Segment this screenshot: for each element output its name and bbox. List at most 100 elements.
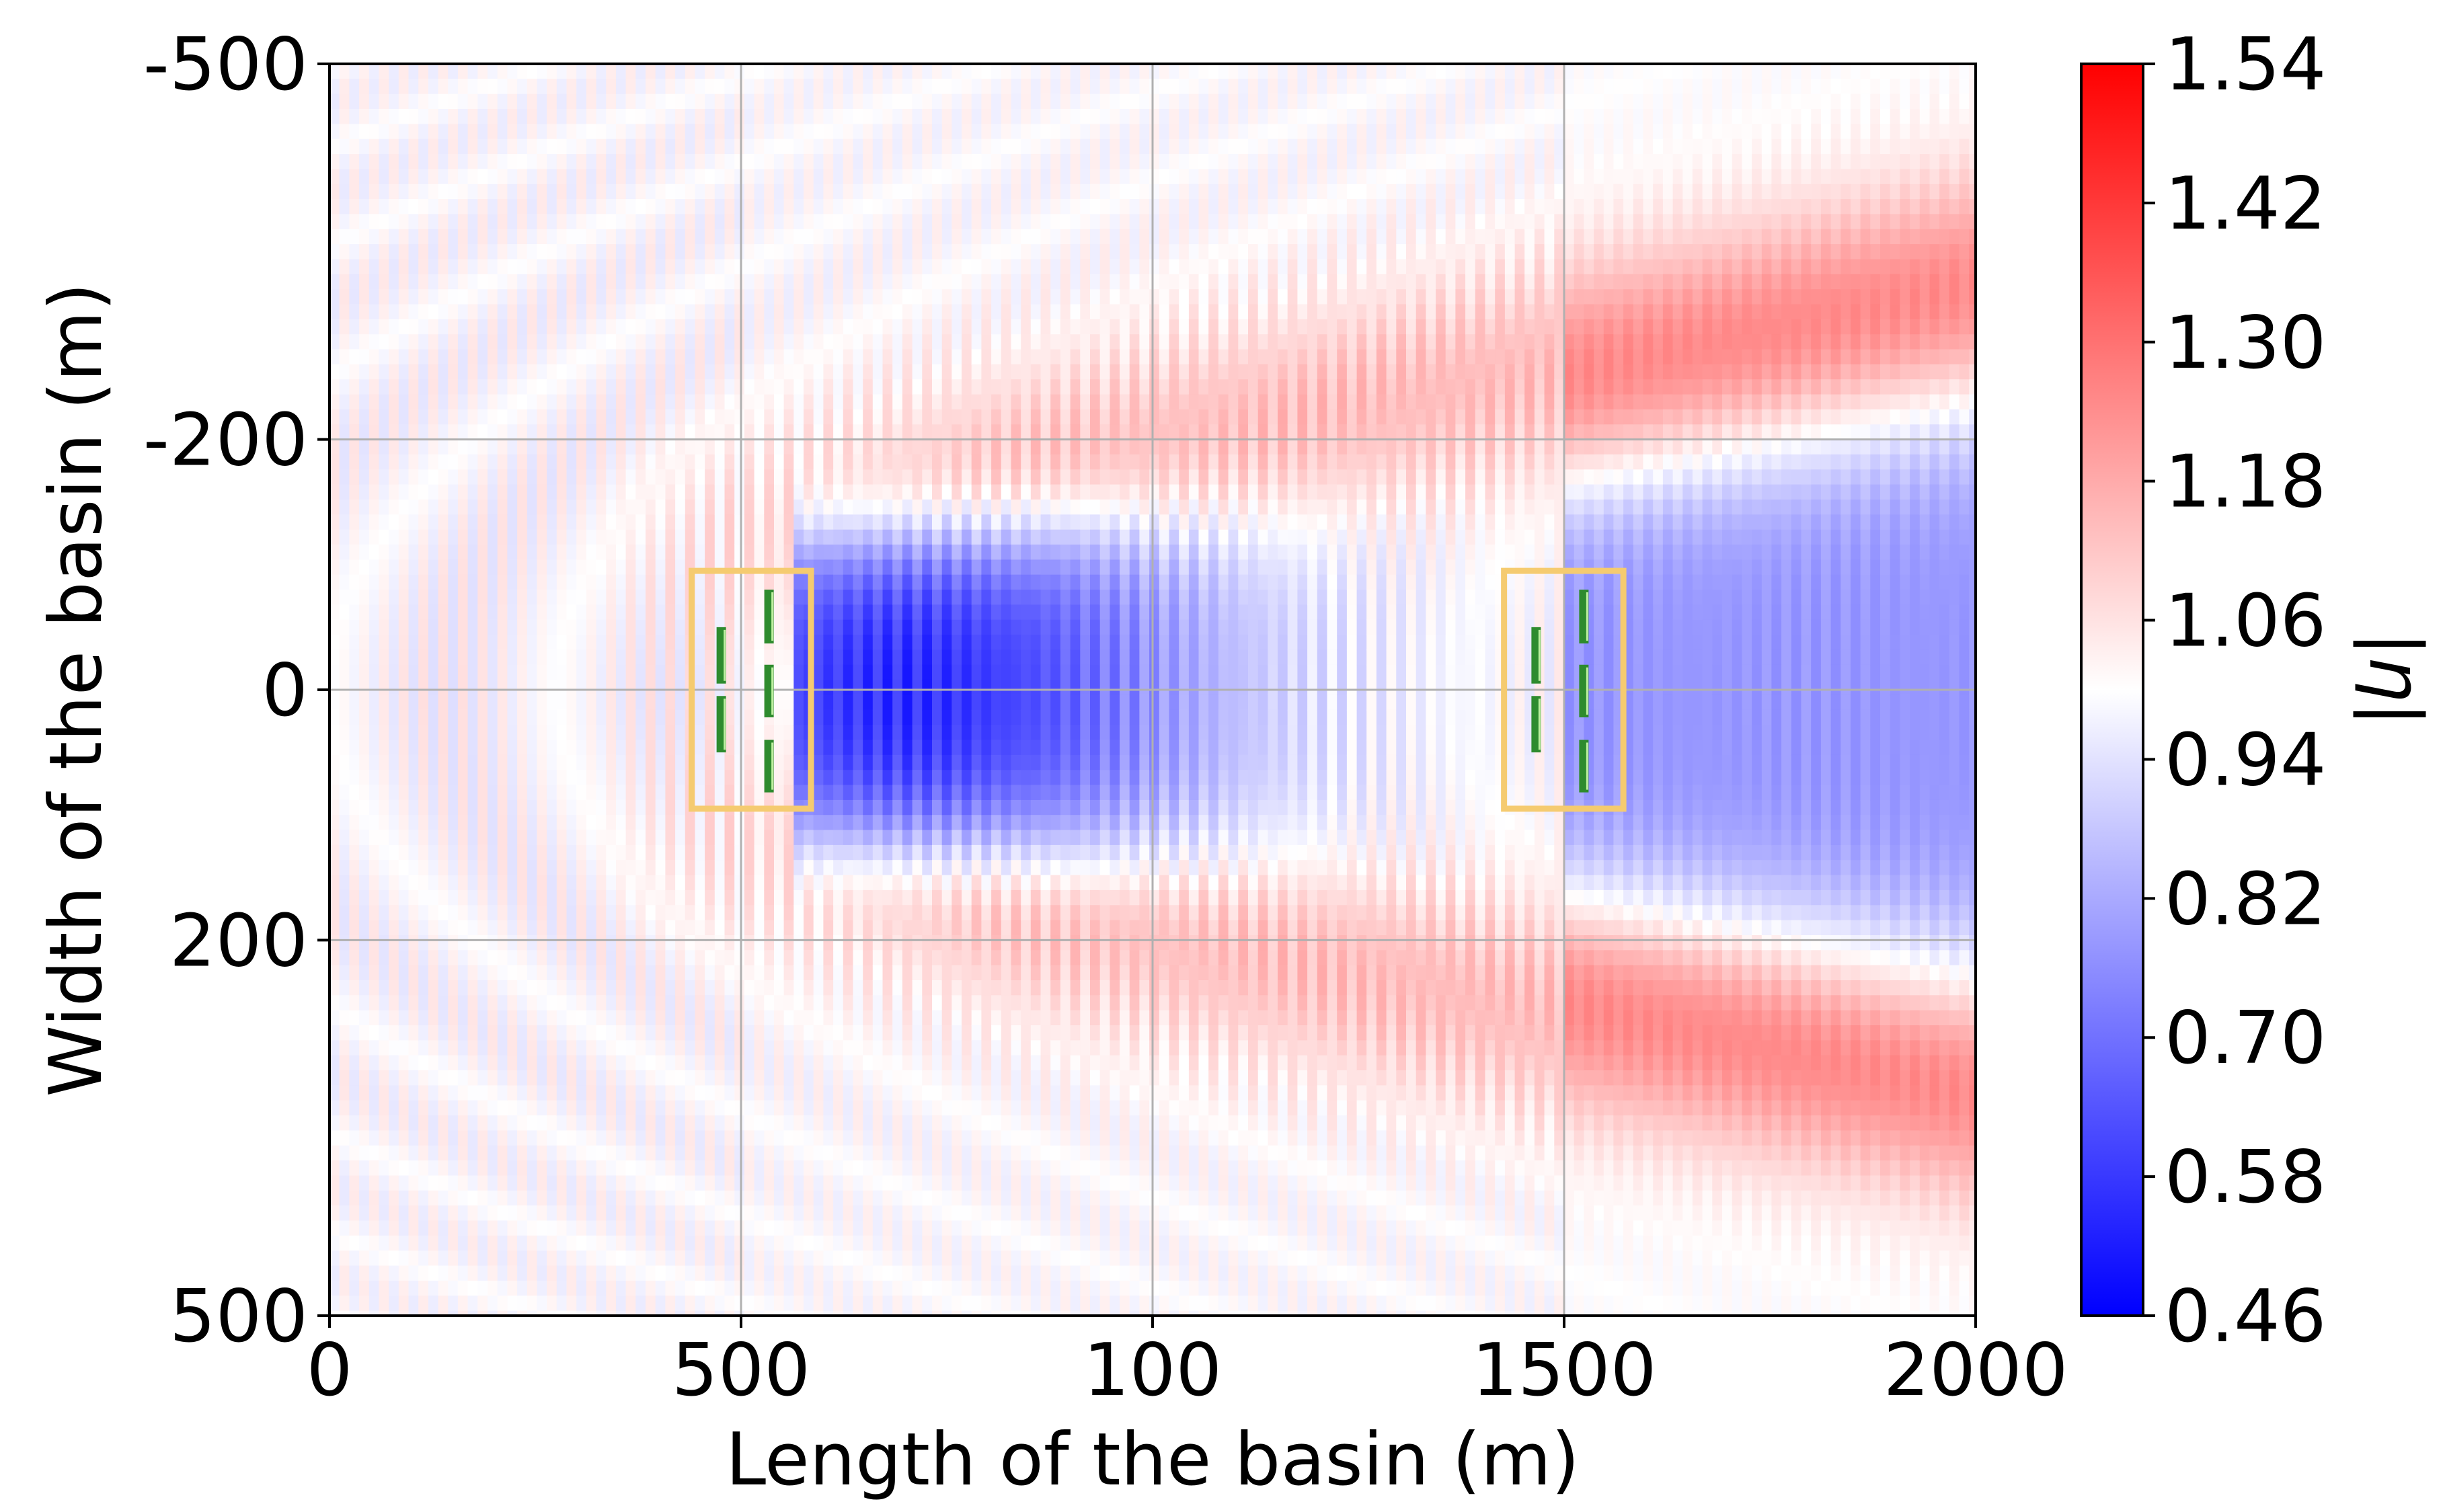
heatmap-cell [537,935,547,951]
heatmap-cell [517,304,528,320]
heatmap-cell [813,1205,824,1222]
heatmap-cell [438,1296,449,1312]
heatmap-cell [655,635,666,651]
heatmap-cell [527,649,538,666]
heatmap-cell [398,935,410,951]
heatmap-cell [537,799,547,815]
heatmap-cell [467,364,479,380]
heatmap-cell [547,439,557,455]
heatmap-cell [389,875,399,891]
heatmap-cell [408,1010,419,1026]
heatmap-cell [467,1160,479,1177]
heatmap-cell [764,905,775,921]
heatmap-cell [912,649,923,666]
heatmap-cell [596,709,607,725]
heatmap-cell [467,514,479,530]
heatmap-cell [882,424,893,440]
heatmap-cell [853,424,863,440]
heatmap-cell [635,664,646,680]
heatmap-cell [467,124,479,140]
heatmap-cell [646,1130,656,1146]
heatmap-cell [764,334,775,350]
heatmap-cell [724,124,735,140]
heatmap-cell [556,1280,568,1296]
heatmap-cell [527,500,538,516]
heatmap-cell [339,740,350,756]
heatmap-cell [823,1265,834,1281]
heatmap-cell [477,244,488,260]
heatmap-cell [625,1250,637,1267]
heatmap-cell [537,349,547,365]
heatmap-cell [685,154,696,170]
heatmap-cell [606,1175,617,1191]
heatmap-cell [804,244,814,260]
heatmap-cell [329,1310,340,1316]
heatmap-cell [675,980,686,996]
heatmap-cell [488,439,498,455]
heatmap-cell [804,995,814,1011]
heatmap-cell [467,484,479,500]
heatmap-cell [497,409,508,425]
heatmap-cell [596,1085,607,1101]
heatmap-cell [724,1220,735,1236]
heatmap-cell [339,920,350,936]
heatmap-cell [547,394,557,410]
heatmap-cell [537,64,547,80]
heatmap-cell [783,64,795,80]
heatmap-cell [467,1085,479,1101]
heatmap-cell [448,1115,459,1131]
heatmap-cell [477,754,488,770]
heatmap-cell [625,500,637,516]
heatmap-cell [823,830,834,846]
heatmap-cell [734,229,745,245]
heatmap-cell [547,1085,557,1101]
heatmap-cell [517,1010,528,1026]
heatmap-cell [457,64,469,80]
heatmap-cell [863,950,874,966]
heatmap-cell [477,1175,488,1191]
heatmap-cell [724,259,735,275]
heatmap-cell [675,93,686,110]
heatmap-cell [359,469,370,485]
heatmap-cell [398,229,410,245]
heatmap-cell [665,409,676,425]
heatmap-cell [734,1160,745,1177]
heatmap-cell [537,785,547,801]
heatmap-cell [675,844,686,861]
heatmap-cell [863,319,874,335]
heatmap-cell [517,590,528,606]
heatmap-cell [428,424,439,440]
heatmap-cell [537,815,547,831]
heatmap-cell [527,454,538,470]
heatmap-cell [902,364,913,380]
heatmap-cell [646,124,656,140]
heatmap-cell [477,1085,488,1101]
heatmap-cell [566,529,577,545]
heatmap-cell [606,815,617,831]
heatmap-cell [705,484,715,500]
heatmap-cell [438,844,449,861]
heatmap-cell [547,289,557,305]
heatmap-cell [646,1055,656,1071]
heatmap-cell [764,1175,775,1191]
heatmap-cell [438,1040,449,1056]
heatmap-cell [359,319,370,335]
heatmap-cell [705,79,715,95]
heatmap-cell [616,1025,627,1041]
heatmap-cell [448,259,459,275]
heatmap-cell [477,680,488,696]
heatmap-cell [339,1280,350,1296]
heatmap-cell [398,79,410,95]
heatmap-cell [507,694,518,711]
heatmap-cell [793,1040,804,1056]
heatmap-cell [764,109,775,125]
heatmap-cell [408,740,419,756]
heatmap-cell [843,1265,854,1281]
heatmap-cell [695,1040,705,1056]
heatmap-cell [902,259,913,275]
heatmap-cell [398,1175,410,1191]
heatmap-cell [537,109,547,125]
heatmap-cell [734,214,745,230]
heatmap-cell [527,334,538,350]
heatmap-cell [695,574,705,590]
